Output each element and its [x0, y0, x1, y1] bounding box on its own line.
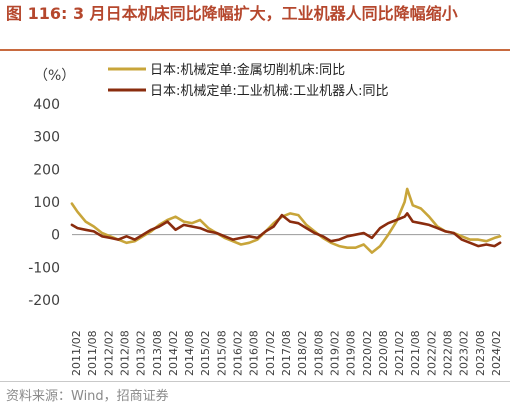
x-tick-label: 2018/02	[296, 330, 309, 376]
legend-label: 日本:机械定单:金属切削机床:同比	[150, 62, 345, 78]
legend-label: 日本:机械定单:工业机械:工业机器人:同比	[150, 84, 389, 99]
y-tick-label: 400	[33, 97, 60, 113]
x-tick-label: 2017/08	[280, 330, 293, 376]
x-tick-label: 2022/02	[425, 330, 438, 376]
y-tick-label: 0	[51, 228, 60, 244]
x-tick-label: 2016/02	[232, 330, 245, 376]
x-tick-label: 2014/08	[183, 330, 196, 376]
source-divider	[0, 381, 510, 382]
y-tick-label: 200	[33, 162, 60, 178]
x-tick-label: 2019/08	[345, 330, 358, 376]
x-tick-label: 2017/02	[264, 330, 277, 376]
chart-lines	[70, 187, 502, 254]
y-axis-unit: （%）	[34, 68, 75, 84]
x-tick-label: 2016/08	[248, 330, 261, 376]
x-tick-label: 2014/02	[167, 330, 180, 376]
x-tick-label: 2019/02	[328, 330, 341, 376]
x-tick-label: 2023/02	[458, 330, 471, 376]
x-tick-label: 2013/08	[151, 330, 164, 376]
x-tick-label: 2021/08	[409, 330, 422, 376]
x-tick-label: 2012/02	[102, 330, 115, 376]
x-tick-label: 2020/02	[361, 330, 374, 376]
x-tick-label: 2011/02	[70, 330, 83, 376]
x-tick-label: 2020/08	[377, 330, 390, 376]
source-note: 资料来源：Wind，招商证券	[6, 389, 169, 404]
title-divider	[0, 49, 510, 51]
y-tick-label: -200	[28, 293, 60, 309]
x-tick-label: 2024/02	[490, 330, 503, 376]
x-tick-label: 2023/08	[474, 330, 487, 376]
x-tick-label: 2012/08	[118, 330, 131, 376]
y-tick-label: -100	[28, 260, 60, 276]
x-tick-label: 2021/02	[393, 330, 406, 376]
chart-title: 图 116: 3 月日本机床同比降幅扩大，工业机器人同比降幅缩小	[6, 4, 458, 23]
y-tick-label: 300	[33, 130, 60, 146]
x-tick-label: 2015/02	[199, 330, 212, 376]
y-tick-label: 100	[33, 195, 60, 211]
x-tick-label: 2022/08	[442, 330, 455, 376]
series-line-machine-tools	[70, 187, 502, 254]
x-tick-label: 2018/08	[312, 330, 325, 376]
x-tick-label: 2015/08	[215, 330, 228, 376]
series-line-industrial-robots	[70, 212, 502, 248]
x-tick-label: 2013/02	[135, 330, 148, 376]
x-tick-label: 2011/08	[86, 330, 99, 376]
